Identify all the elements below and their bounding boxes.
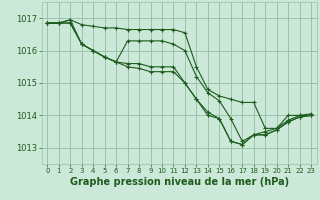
X-axis label: Graphe pression niveau de la mer (hPa): Graphe pression niveau de la mer (hPa) — [70, 177, 289, 187]
